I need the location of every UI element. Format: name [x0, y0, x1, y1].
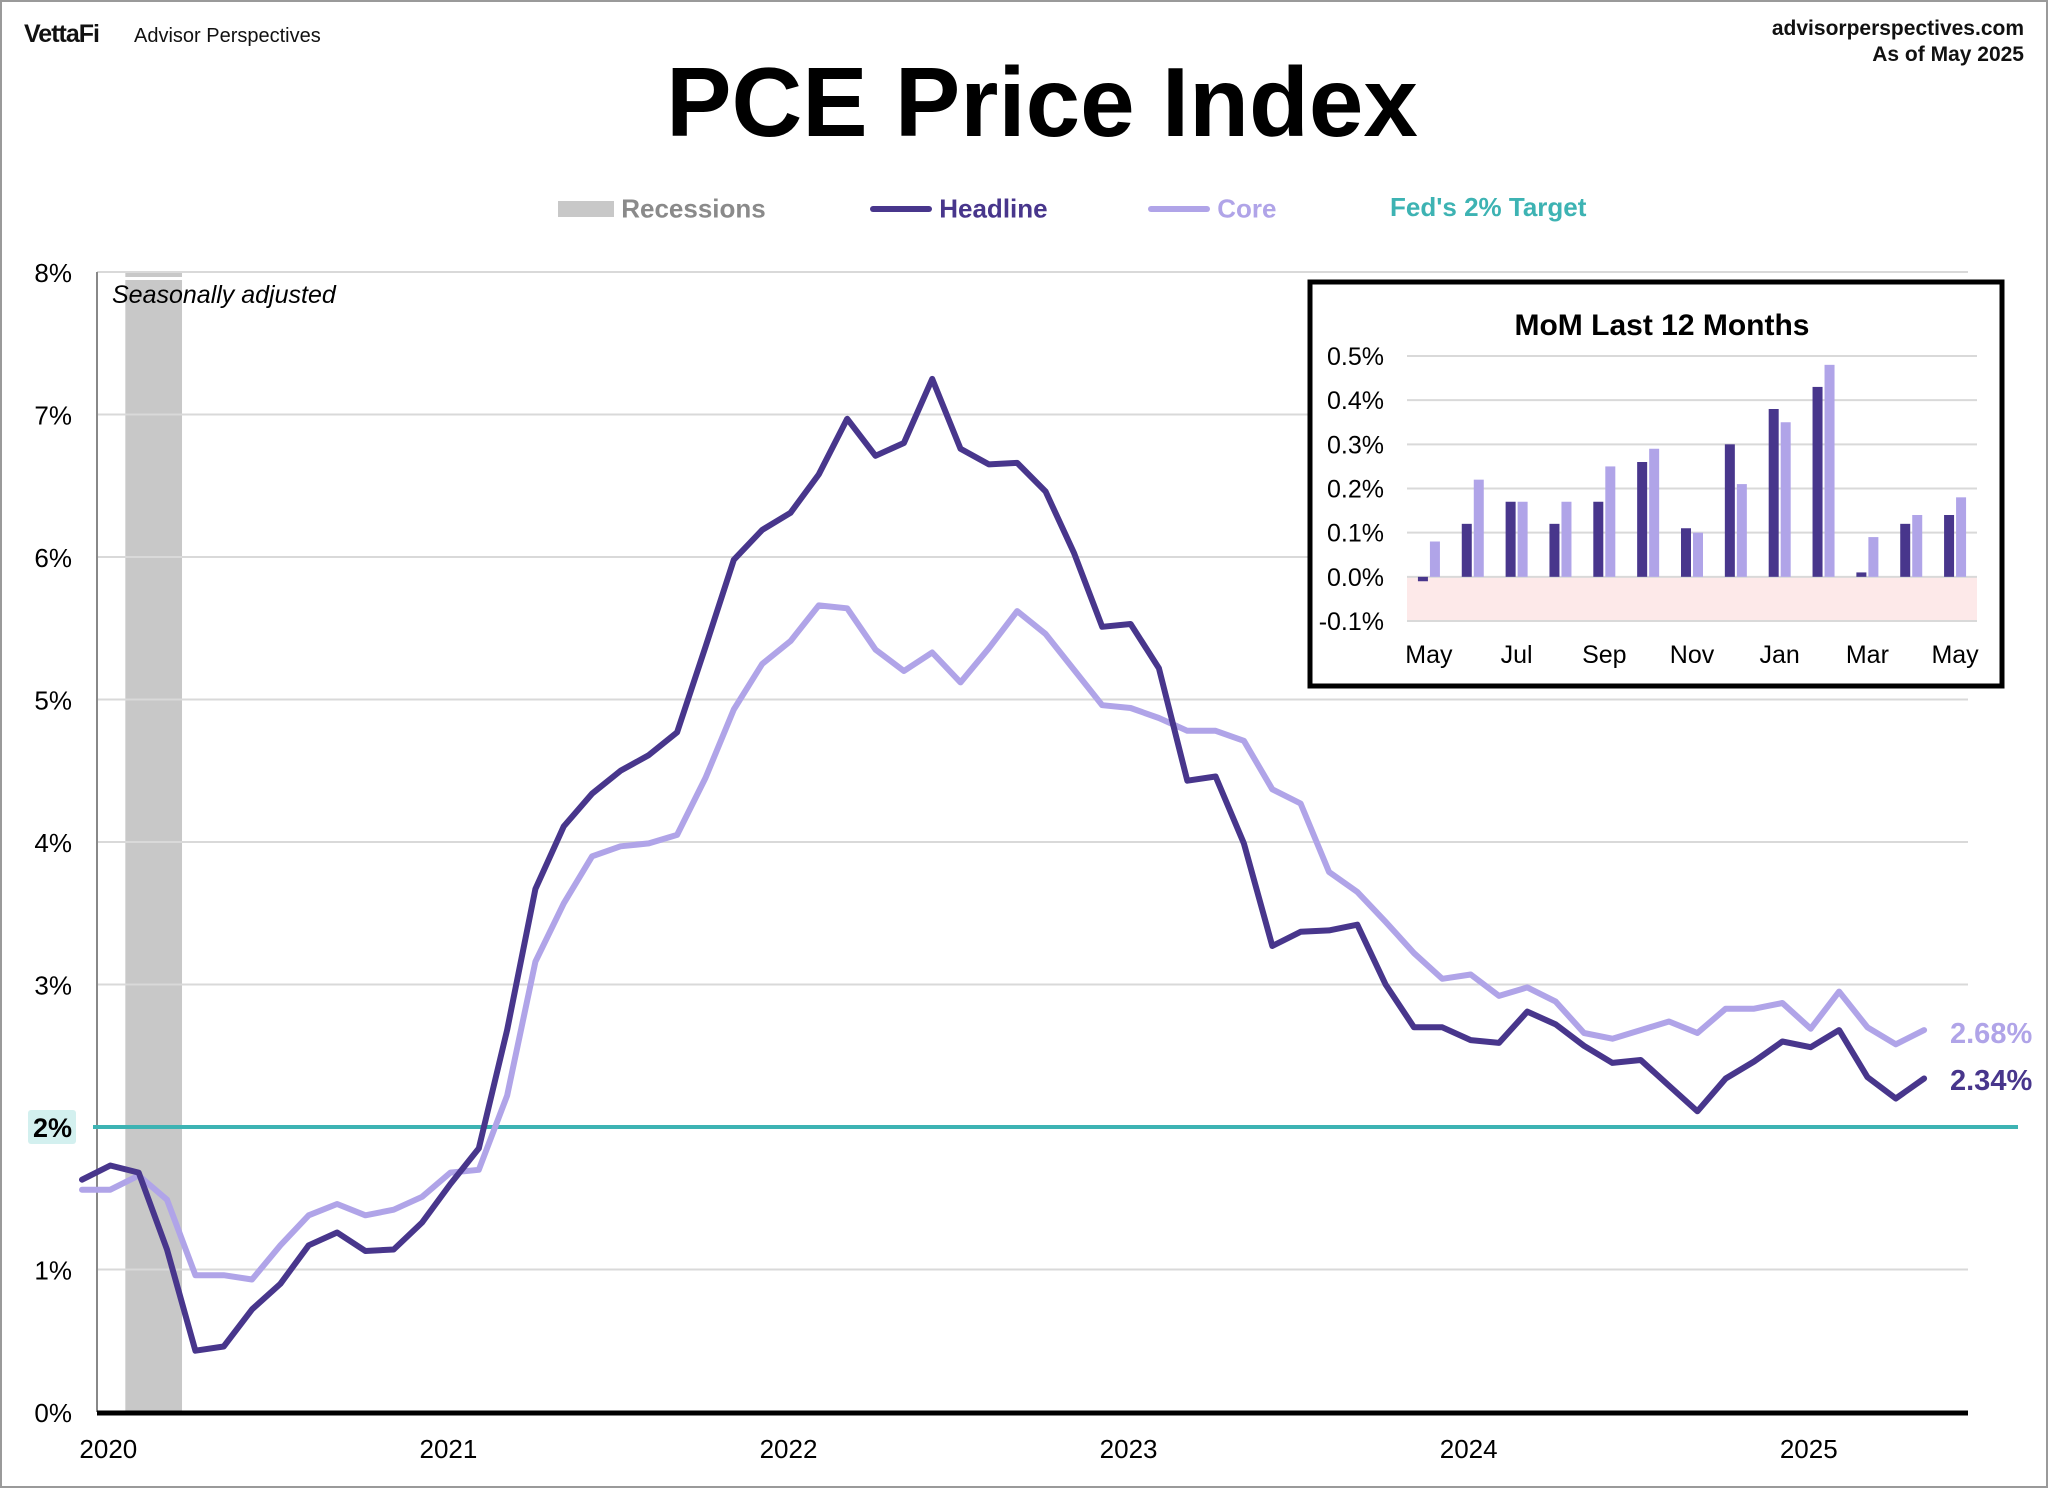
inset-title: MoM Last 12 Months: [1514, 309, 1809, 342]
headline-bar: [1637, 462, 1648, 577]
y-tick-label: 3%: [34, 971, 72, 1001]
headline-bar: [1900, 523, 1911, 577]
inset-x-tick-label: Jul: [1501, 641, 1533, 669]
core-bar: [1473, 479, 1484, 577]
recession-swatch: [558, 201, 614, 218]
legend-label: Core: [1217, 193, 1277, 224]
seasonally-adjusted-note: Seasonally adjusted: [112, 281, 337, 309]
x-tick-label: 2025: [1780, 1434, 1838, 1464]
x-tick-label: 2024: [1440, 1434, 1498, 1464]
headline-end-label: 2.34%: [1950, 1065, 2032, 1097]
inset-x-tick-label: Jan: [1760, 641, 1800, 669]
x-tick-label: 2022: [760, 1434, 818, 1464]
headline-bar: [1417, 576, 1428, 582]
negative-band: [1407, 576, 1977, 621]
target-label-bg: [28, 1110, 76, 1144]
headline-bar: [1724, 444, 1735, 577]
core-line: [79, 602, 1928, 1283]
core-bar: [1780, 422, 1791, 577]
headline-bar: [1768, 409, 1779, 577]
core-bar: [1605, 466, 1616, 577]
x-tick-label: 2020: [79, 1434, 137, 1464]
headline-bar: [1681, 528, 1691, 577]
headline-bar: [1549, 523, 1560, 577]
site-url: advisorperspectives.com: [1771, 17, 2024, 40]
legend-recessions: Recessions: [558, 192, 766, 225]
legend-core: Core: [1148, 192, 1276, 225]
x-tick-label: 2023: [1100, 1434, 1158, 1464]
y-tick-label: 6%: [34, 543, 72, 573]
headline-line: [79, 375, 1928, 1354]
core-bar: [1956, 497, 1967, 577]
core-bar: [1693, 532, 1703, 577]
y-tick-label: 5%: [34, 686, 72, 716]
headline-bar: [1856, 572, 1867, 577]
headline-bar: [1593, 501, 1604, 577]
inset-x-tick-label: Mar: [1846, 641, 1889, 669]
y-tick-label: 2%: [33, 1113, 72, 1143]
y-tick-label: 1%: [34, 1256, 72, 1286]
inset-y-tick-label: 0.4%: [1327, 387, 1384, 415]
inset-x-tick-label: Sep: [1582, 641, 1626, 669]
logo-subtitle: Advisor Perspectives: [134, 25, 321, 47]
core-bar: [1429, 541, 1440, 577]
inset-y-tick-label: 0.5%: [1327, 343, 1384, 371]
core-bar: [1868, 537, 1879, 577]
recession-band: [125, 280, 183, 1412]
inset-y-tick-label: 0.0%: [1327, 564, 1384, 592]
inset-y-tick-label: -0.1%: [1319, 608, 1384, 636]
inset-y-tick-label: 0.2%: [1327, 476, 1384, 504]
y-tick-label: 4%: [34, 828, 72, 858]
inset-x-tick-label: Nov: [1670, 641, 1715, 669]
core-bar: [1517, 501, 1528, 577]
y-tick-label: 0%: [34, 1398, 72, 1428]
inset-x-tick-label: May: [1405, 641, 1453, 669]
legend-headline: Headline: [870, 192, 1048, 225]
headline-swatch: [870, 206, 932, 213]
y-tick-label: 8%: [34, 258, 72, 288]
x-tick-label: 2021: [419, 1434, 477, 1464]
core-bar: [1912, 515, 1923, 577]
core-bar: [1824, 364, 1835, 577]
legend-target: Fed's 2% Target: [1390, 192, 1587, 222]
recession-band-top: [125, 272, 183, 277]
headline-bar: [1505, 501, 1516, 577]
core-bar: [1649, 448, 1660, 577]
legend-label: Headline: [939, 193, 1048, 224]
as-of-date: As of May 2025: [1872, 43, 2024, 66]
legend-label: Recessions: [621, 193, 766, 224]
vettafi-logo: VettaFi: [24, 20, 100, 48]
inset-x-tick-label: May: [1931, 641, 1979, 669]
headline-bar: [1461, 523, 1472, 577]
source-info: advisorperspectives.com As of May 2025: [1772, 16, 2024, 68]
core-bar: [1736, 484, 1747, 577]
headline-bar: [1812, 386, 1823, 577]
y-tick-label: 7%: [34, 401, 72, 431]
core-swatch: [1148, 206, 1210, 213]
core-end-label: 2.68%: [1950, 1018, 2032, 1050]
chart-title: PCE Price Index: [666, 47, 1418, 157]
inset-y-tick-label: 0.1%: [1327, 520, 1384, 548]
headline-bar: [1944, 515, 1955, 577]
inset-y-tick-label: 0.3%: [1327, 431, 1384, 459]
core-bar: [1561, 501, 1572, 577]
